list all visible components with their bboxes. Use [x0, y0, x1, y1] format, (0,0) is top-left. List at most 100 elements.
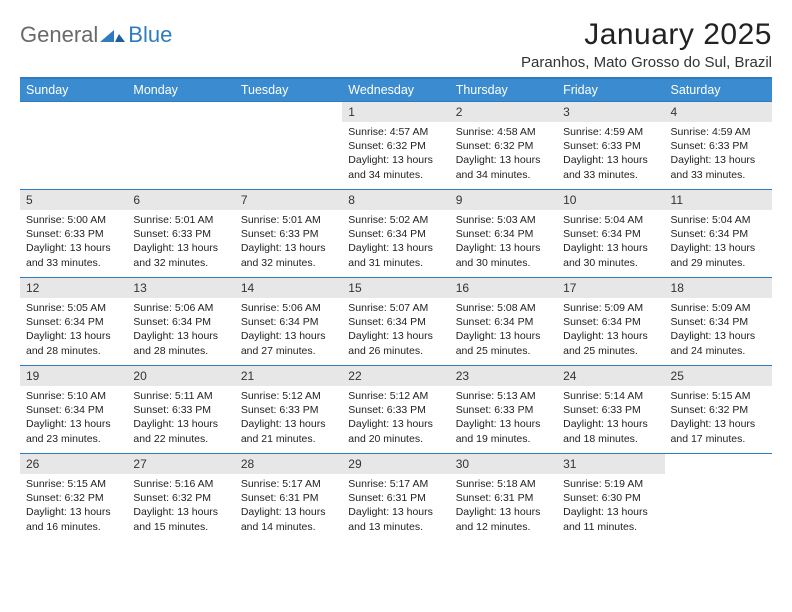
day-number: 31: [557, 454, 664, 474]
day-number: 23: [450, 366, 557, 386]
weekday-header-row: SundayMondayTuesdayWednesdayThursdayFrid…: [20, 78, 772, 102]
calendar-day-cell: 30Sunrise: 5:18 AMSunset: 6:31 PMDayligh…: [450, 454, 557, 542]
logo-mark-icon: [100, 26, 126, 44]
calendar-day-cell: 27Sunrise: 5:16 AMSunset: 6:32 PMDayligh…: [127, 454, 234, 542]
day-sun-data: Sunrise: 5:09 AMSunset: 6:34 PMDaylight:…: [557, 298, 664, 362]
day-number: 11: [665, 190, 772, 210]
day-number: 2: [450, 102, 557, 122]
day-number: 10: [557, 190, 664, 210]
calendar-day-cell: 16Sunrise: 5:08 AMSunset: 6:34 PMDayligh…: [450, 278, 557, 366]
calendar-day-cell: 31Sunrise: 5:19 AMSunset: 6:30 PMDayligh…: [557, 454, 664, 542]
day-number: 15: [342, 278, 449, 298]
calendar-day-cell: 28Sunrise: 5:17 AMSunset: 6:31 PMDayligh…: [235, 454, 342, 542]
day-sun-data: Sunrise: 4:59 AMSunset: 6:33 PMDaylight:…: [665, 122, 772, 186]
day-sun-data: Sunrise: 5:09 AMSunset: 6:34 PMDaylight:…: [665, 298, 772, 362]
day-sun-data: Sunrise: 5:15 AMSunset: 6:32 PMDaylight:…: [20, 474, 127, 538]
calendar-week-row: 5Sunrise: 5:00 AMSunset: 6:33 PMDaylight…: [20, 190, 772, 278]
day-number: 27: [127, 454, 234, 474]
day-sun-data: Sunrise: 5:06 AMSunset: 6:34 PMDaylight:…: [235, 298, 342, 362]
day-number: 25: [665, 366, 772, 386]
day-number: 29: [342, 454, 449, 474]
day-sun-data: Sunrise: 5:04 AMSunset: 6:34 PMDaylight:…: [665, 210, 772, 274]
calendar-day-cell: 11Sunrise: 5:04 AMSunset: 6:34 PMDayligh…: [665, 190, 772, 278]
day-sun-data: Sunrise: 5:02 AMSunset: 6:34 PMDaylight:…: [342, 210, 449, 274]
day-sun-data: Sunrise: 5:05 AMSunset: 6:34 PMDaylight:…: [20, 298, 127, 362]
day-number: 12: [20, 278, 127, 298]
day-sun-data: Sunrise: 5:10 AMSunset: 6:34 PMDaylight:…: [20, 386, 127, 450]
day-number: 17: [557, 278, 664, 298]
day-number: 4: [665, 102, 772, 122]
calendar-day-cell: [20, 102, 127, 190]
calendar-week-row: 1Sunrise: 4:57 AMSunset: 6:32 PMDaylight…: [20, 102, 772, 190]
day-sun-data: Sunrise: 5:15 AMSunset: 6:32 PMDaylight:…: [665, 386, 772, 450]
day-number: 28: [235, 454, 342, 474]
day-number: 1: [342, 102, 449, 122]
day-sun-data: Sunrise: 5:12 AMSunset: 6:33 PMDaylight:…: [342, 386, 449, 450]
calendar-day-cell: 19Sunrise: 5:10 AMSunset: 6:34 PMDayligh…: [20, 366, 127, 454]
day-sun-data: Sunrise: 5:17 AMSunset: 6:31 PMDaylight:…: [235, 474, 342, 538]
day-sun-data: Sunrise: 5:11 AMSunset: 6:33 PMDaylight:…: [127, 386, 234, 450]
weekday-header: Tuesday: [235, 78, 342, 102]
day-number: 22: [342, 366, 449, 386]
logo-text-blue: Blue: [128, 22, 172, 48]
weekday-header: Wednesday: [342, 78, 449, 102]
calendar-table: SundayMondayTuesdayWednesdayThursdayFrid…: [20, 77, 772, 542]
day-sun-data: Sunrise: 5:17 AMSunset: 6:31 PMDaylight:…: [342, 474, 449, 538]
title-block: January 2025 Paranhos, Mato Grosso do Su…: [521, 18, 772, 71]
calendar-day-cell: [665, 454, 772, 542]
header: General Blue January 2025 Paranhos, Mato…: [20, 18, 772, 71]
day-number: 19: [20, 366, 127, 386]
day-sun-data: Sunrise: 5:01 AMSunset: 6:33 PMDaylight:…: [127, 210, 234, 274]
logo-text-general: General: [20, 22, 98, 48]
weekday-header: Sunday: [20, 78, 127, 102]
calendar-day-cell: 1Sunrise: 4:57 AMSunset: 6:32 PMDaylight…: [342, 102, 449, 190]
day-sun-data: Sunrise: 4:59 AMSunset: 6:33 PMDaylight:…: [557, 122, 664, 186]
calendar-day-cell: 21Sunrise: 5:12 AMSunset: 6:33 PMDayligh…: [235, 366, 342, 454]
day-sun-data: Sunrise: 5:01 AMSunset: 6:33 PMDaylight:…: [235, 210, 342, 274]
day-number: 26: [20, 454, 127, 474]
day-sun-data: Sunrise: 5:18 AMSunset: 6:31 PMDaylight:…: [450, 474, 557, 538]
calendar-day-cell: 22Sunrise: 5:12 AMSunset: 6:33 PMDayligh…: [342, 366, 449, 454]
day-number: 13: [127, 278, 234, 298]
weekday-header: Monday: [127, 78, 234, 102]
calendar-day-cell: 29Sunrise: 5:17 AMSunset: 6:31 PMDayligh…: [342, 454, 449, 542]
day-number: 8: [342, 190, 449, 210]
day-sun-data: Sunrise: 4:57 AMSunset: 6:32 PMDaylight:…: [342, 122, 449, 186]
location-subtitle: Paranhos, Mato Grosso do Sul, Brazil: [521, 54, 772, 71]
day-number: 6: [127, 190, 234, 210]
weekday-header: Thursday: [450, 78, 557, 102]
day-sun-data: Sunrise: 5:19 AMSunset: 6:30 PMDaylight:…: [557, 474, 664, 538]
calendar-day-cell: 15Sunrise: 5:07 AMSunset: 6:34 PMDayligh…: [342, 278, 449, 366]
calendar-day-cell: [235, 102, 342, 190]
calendar-day-cell: 23Sunrise: 5:13 AMSunset: 6:33 PMDayligh…: [450, 366, 557, 454]
calendar-day-cell: 26Sunrise: 5:15 AMSunset: 6:32 PMDayligh…: [20, 454, 127, 542]
weekday-header: Friday: [557, 78, 664, 102]
calendar-day-cell: 8Sunrise: 5:02 AMSunset: 6:34 PMDaylight…: [342, 190, 449, 278]
day-sun-data: Sunrise: 5:08 AMSunset: 6:34 PMDaylight:…: [450, 298, 557, 362]
calendar-day-cell: 7Sunrise: 5:01 AMSunset: 6:33 PMDaylight…: [235, 190, 342, 278]
day-sun-data: Sunrise: 5:00 AMSunset: 6:33 PMDaylight:…: [20, 210, 127, 274]
day-number: 7: [235, 190, 342, 210]
calendar-day-cell: 2Sunrise: 4:58 AMSunset: 6:32 PMDaylight…: [450, 102, 557, 190]
calendar-week-row: 12Sunrise: 5:05 AMSunset: 6:34 PMDayligh…: [20, 278, 772, 366]
calendar-day-cell: 4Sunrise: 4:59 AMSunset: 6:33 PMDaylight…: [665, 102, 772, 190]
logo: General Blue: [20, 18, 172, 48]
calendar-day-cell: 3Sunrise: 4:59 AMSunset: 6:33 PMDaylight…: [557, 102, 664, 190]
day-sun-data: Sunrise: 4:58 AMSunset: 6:32 PMDaylight:…: [450, 122, 557, 186]
calendar-day-cell: 10Sunrise: 5:04 AMSunset: 6:34 PMDayligh…: [557, 190, 664, 278]
day-number: 18: [665, 278, 772, 298]
day-number: 9: [450, 190, 557, 210]
month-title: January 2025: [521, 18, 772, 52]
day-number: 3: [557, 102, 664, 122]
calendar-day-cell: 25Sunrise: 5:15 AMSunset: 6:32 PMDayligh…: [665, 366, 772, 454]
calendar-week-row: 19Sunrise: 5:10 AMSunset: 6:34 PMDayligh…: [20, 366, 772, 454]
calendar-body: 1Sunrise: 4:57 AMSunset: 6:32 PMDaylight…: [20, 102, 772, 542]
calendar-day-cell: 24Sunrise: 5:14 AMSunset: 6:33 PMDayligh…: [557, 366, 664, 454]
day-number: 20: [127, 366, 234, 386]
day-sun-data: Sunrise: 5:07 AMSunset: 6:34 PMDaylight:…: [342, 298, 449, 362]
day-number: 5: [20, 190, 127, 210]
calendar-day-cell: 13Sunrise: 5:06 AMSunset: 6:34 PMDayligh…: [127, 278, 234, 366]
day-sun-data: Sunrise: 5:06 AMSunset: 6:34 PMDaylight:…: [127, 298, 234, 362]
calendar-week-row: 26Sunrise: 5:15 AMSunset: 6:32 PMDayligh…: [20, 454, 772, 542]
calendar-day-cell: 6Sunrise: 5:01 AMSunset: 6:33 PMDaylight…: [127, 190, 234, 278]
